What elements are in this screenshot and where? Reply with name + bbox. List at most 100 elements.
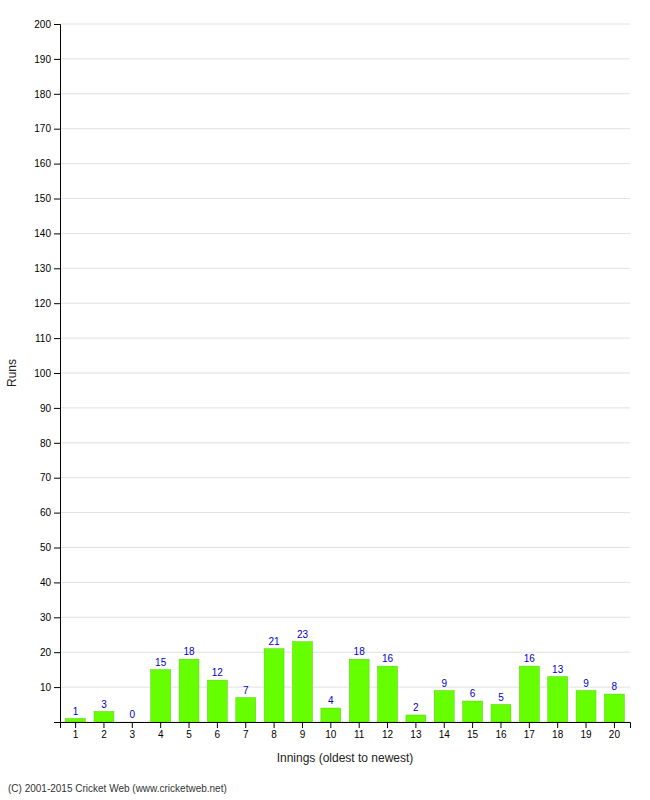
tick-label: 3 (130, 729, 136, 740)
tick-label: 170 (34, 123, 51, 134)
y-tick (54, 722, 60, 723)
tick-mark (557, 722, 558, 728)
x-tick: 10 (325, 722, 337, 740)
tick-label: 4 (158, 729, 164, 740)
bar (349, 659, 369, 722)
x-tick: 15 (467, 722, 479, 740)
data-label: 8 (612, 681, 618, 692)
tick-mark (160, 722, 161, 728)
tick-mark (444, 722, 445, 728)
tick-label: 150 (34, 193, 51, 204)
tick-mark (217, 722, 218, 728)
tick-mark (54, 513, 60, 514)
footer: (C) 2001-2015 Cricket Web (www.cricketwe… (8, 783, 227, 794)
y-tick: 20 (40, 647, 60, 658)
x-tick: 13 (410, 722, 422, 740)
data-label: 12 (212, 667, 224, 678)
data-label: 18 (354, 646, 366, 657)
data-label: 7 (243, 685, 249, 696)
tick-mark (54, 233, 60, 234)
x-tick: 16 (495, 722, 507, 740)
tick-mark (387, 722, 388, 728)
tick-label: 190 (34, 54, 51, 65)
x-tick: 19 (580, 722, 592, 740)
tick-label: 19 (580, 729, 592, 740)
x-tick: 2 (101, 722, 107, 740)
x-axis: 1234567891011121314151617181920 (61, 722, 631, 740)
tick-label: 50 (40, 542, 52, 553)
data-label: 13 (552, 664, 564, 675)
tick-label: 16 (495, 729, 507, 740)
tick-label: 1 (73, 729, 79, 740)
data-label: 16 (524, 653, 536, 664)
x-tick: 14 (439, 722, 451, 740)
bar (463, 701, 483, 722)
tick-label: 14 (439, 729, 451, 740)
bar (94, 712, 114, 722)
plot-area: 1301518127212341816296516139812345678910… (34, 19, 630, 740)
tick-mark (245, 722, 246, 728)
y-tick: 120 (34, 298, 60, 309)
grid-line (60, 617, 630, 618)
y-tick: 140 (34, 228, 60, 239)
grid-line (60, 582, 630, 583)
bar (434, 691, 454, 722)
bar (122, 722, 142, 723)
tick-label: 6 (215, 729, 221, 740)
tick-mark (54, 59, 60, 60)
tick-label: 9 (300, 729, 306, 740)
tick-mark (359, 722, 360, 728)
tick-mark (500, 722, 501, 728)
y-tick: 40 (40, 577, 60, 588)
tick-label: 160 (34, 158, 51, 169)
x-tick: 17 (524, 722, 536, 740)
data-label: 5 (498, 692, 504, 703)
data-label: 18 (183, 646, 195, 657)
tick-mark (330, 722, 331, 728)
tick-label: 13 (410, 729, 422, 740)
tick-mark (472, 722, 473, 728)
grid-line (60, 268, 630, 269)
tick-label: 17 (524, 729, 536, 740)
grid-line (60, 198, 630, 199)
tick-mark (54, 268, 60, 269)
tick-mark (103, 722, 104, 728)
tick-label: 12 (382, 729, 394, 740)
bar (548, 677, 568, 722)
grid-line (60, 477, 630, 478)
y-tick: 190 (34, 54, 60, 65)
tick-label: 70 (40, 472, 52, 483)
tick-mark (54, 478, 60, 479)
tick-mark (54, 652, 60, 653)
x-tick: 1 (73, 722, 79, 740)
grid-line (60, 652, 630, 653)
tick-mark (54, 338, 60, 339)
x-tick: 8 (271, 722, 277, 740)
y-tick: 110 (35, 333, 60, 344)
data-label: 15 (155, 657, 167, 668)
tick-mark (54, 303, 60, 304)
tick-mark (529, 722, 530, 728)
y-tick: 10 (40, 682, 60, 693)
axis-line (54, 25, 61, 723)
grid-line (60, 373, 630, 374)
data-labels: 13015181272123418162965161398 (73, 629, 618, 720)
tick-label: 180 (34, 89, 51, 100)
bar (293, 642, 313, 722)
tick-mark (54, 164, 60, 165)
tick-label: 40 (40, 577, 52, 588)
x-tick: 3 (130, 722, 136, 740)
grid-line (60, 547, 630, 548)
tick-label: 130 (34, 263, 51, 274)
bar (207, 680, 227, 722)
bar (151, 670, 171, 722)
tick-label: 20 (609, 729, 621, 740)
tick-mark (54, 199, 60, 200)
grid-line (60, 163, 630, 164)
bar (179, 659, 199, 722)
bars (66, 642, 625, 722)
bar (378, 666, 398, 722)
tick-label: 90 (40, 403, 52, 414)
tick-mark (54, 129, 60, 130)
x-tick: 6 (215, 722, 221, 740)
